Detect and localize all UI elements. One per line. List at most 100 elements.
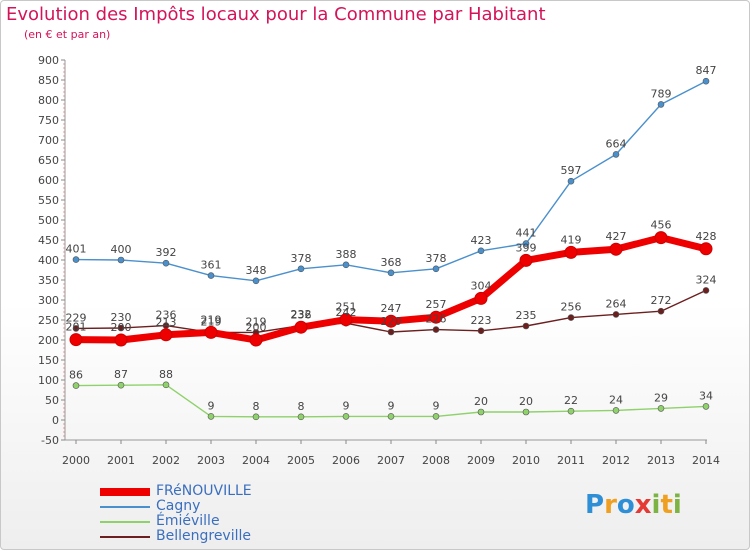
y-tick-label: 600	[38, 174, 59, 187]
data-point	[654, 231, 668, 245]
data-point	[72, 325, 80, 332]
y-tick-label: 700	[38, 134, 59, 147]
data-label: 251	[336, 301, 357, 314]
data-point	[432, 413, 440, 420]
y-tick-label: 650	[38, 154, 59, 167]
data-label: 361	[201, 259, 222, 272]
data-label: 399	[516, 241, 537, 254]
data-label: 22	[564, 394, 578, 407]
x-tick-label: 2006	[332, 454, 360, 467]
data-point	[477, 327, 485, 335]
data-point	[429, 310, 443, 324]
data-label: 401	[66, 243, 87, 256]
data-label: 272	[651, 294, 672, 307]
data-point	[432, 326, 440, 333]
data-label: 427	[606, 230, 627, 243]
y-tick-label: 900	[38, 54, 59, 67]
data-point	[72, 256, 80, 263]
data-label: 441	[516, 227, 537, 240]
y-tick-label: 300	[38, 294, 59, 307]
legend-item: FRéNOUVILLE	[100, 483, 360, 500]
data-label: 232	[291, 308, 312, 321]
logo-letter: r	[604, 490, 617, 520]
data-label: 20	[474, 395, 488, 408]
data-label: 200	[246, 321, 267, 334]
legend-item: Bellengreville	[100, 528, 360, 545]
logo-letter: x	[634, 490, 652, 520]
data-label: 87	[114, 368, 128, 381]
data-label: 219	[201, 313, 222, 326]
x-tick-label: 2014	[692, 454, 720, 467]
data-label: 88	[159, 368, 173, 381]
data-label: 236	[156, 309, 177, 322]
data-point	[612, 407, 620, 414]
data-label: 219	[201, 315, 222, 328]
x-tick-label: 2013	[647, 454, 675, 467]
y-tick-label: 100	[38, 374, 59, 387]
x-tick-label: 2004	[242, 454, 270, 467]
data-label: 9	[343, 399, 350, 412]
data-point	[474, 291, 488, 305]
data-point	[297, 265, 305, 273]
x-tick-label: 2005	[287, 454, 315, 467]
data-label: 229	[66, 311, 87, 324]
data-point	[702, 287, 710, 294]
data-point	[567, 314, 575, 321]
data-point	[117, 381, 125, 389]
data-point	[432, 265, 440, 273]
data-label: 9	[433, 399, 440, 412]
data-label: 368	[381, 256, 402, 269]
data-point	[567, 177, 575, 185]
logo-letter: t	[660, 490, 673, 520]
legend-label: Émiéville	[156, 513, 220, 529]
data-label: 226	[426, 313, 447, 326]
y-tick-label: 450	[38, 234, 59, 247]
data-point	[294, 320, 308, 334]
data-point	[609, 242, 623, 256]
data-point	[522, 408, 530, 416]
data-point	[72, 382, 80, 389]
data-label: 20	[519, 395, 533, 408]
data-label: 257	[426, 298, 447, 311]
y-tick-label: 800	[38, 94, 59, 107]
x-tick-label: 2000	[62, 454, 90, 467]
data-point	[297, 413, 305, 421]
data-label: 348	[246, 264, 267, 277]
data-point	[612, 151, 620, 158]
legend-item: Cagny	[100, 498, 360, 515]
x-tick-label: 2008	[422, 454, 450, 467]
y-tick-label: 50	[45, 394, 59, 407]
data-point	[702, 77, 710, 85]
logo-letter: i	[651, 490, 661, 520]
y-tick-label: 250	[38, 314, 59, 327]
x-tick-label: 2002	[152, 454, 180, 467]
legend-label: Cagny	[156, 498, 201, 514]
data-label: 597	[561, 164, 582, 177]
data-label: 400	[111, 243, 132, 256]
legend-swatch	[100, 521, 150, 523]
y-tick-label: 150	[38, 354, 59, 367]
y-tick-label: -50	[41, 434, 59, 447]
data-point	[117, 256, 125, 264]
data-point	[477, 408, 485, 416]
data-point	[657, 307, 665, 315]
data-point	[477, 247, 485, 255]
y-tick-label: 850	[38, 74, 59, 87]
data-label: 378	[426, 252, 447, 265]
y-tick-label: 0	[52, 414, 59, 427]
data-label: 242	[336, 306, 357, 319]
data-label: 34	[699, 389, 713, 402]
data-point	[249, 333, 263, 347]
data-label: 220	[381, 315, 402, 328]
data-point	[519, 253, 533, 267]
y-tick-label: 550	[38, 194, 59, 207]
data-point	[162, 259, 170, 267]
y-tick-label: 200	[38, 334, 59, 347]
data-label: 304	[471, 279, 492, 292]
data-label: 24	[609, 393, 623, 406]
data-label: 256	[561, 301, 582, 314]
x-tick-label: 2007	[377, 454, 405, 467]
data-point	[387, 413, 395, 420]
